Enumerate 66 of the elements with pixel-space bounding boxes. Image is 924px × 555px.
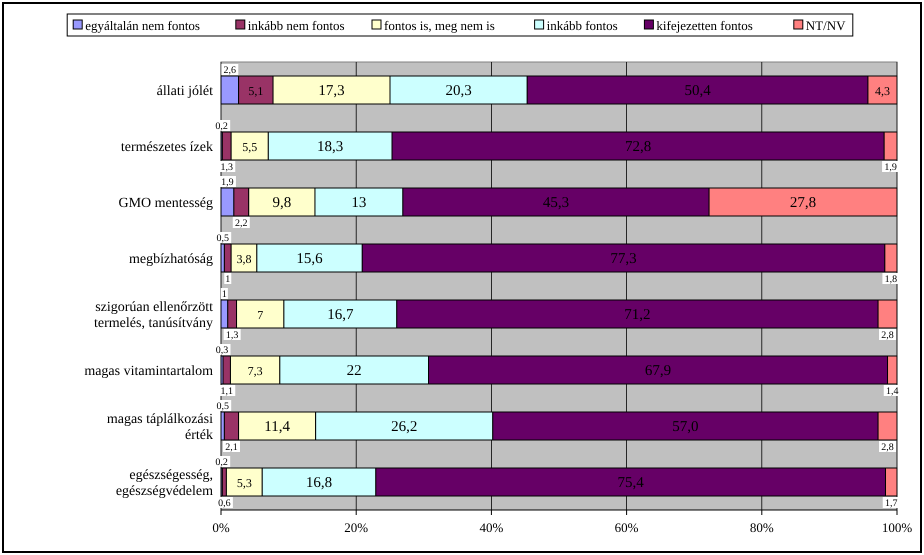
data-label: 1,4	[886, 386, 899, 397]
data-label: 26,2	[391, 419, 418, 435]
data-label: 27,8	[790, 195, 816, 211]
legend-label: kifejezetten fontos	[656, 18, 753, 33]
data-label: 0,5	[216, 401, 229, 412]
data-label: 2,1	[225, 442, 238, 453]
legend-label: inkább fontos	[546, 18, 618, 33]
data-label: 3,8	[236, 252, 252, 266]
data-label: 13	[351, 195, 366, 211]
data-label: 20,3	[445, 83, 472, 99]
y-tick-label: magas vitamintartalom	[84, 364, 214, 379]
x-tick-label: 80%	[750, 520, 774, 535]
data-label: 0,3	[216, 345, 228, 356]
data-label: 5,3	[236, 476, 252, 490]
data-label: 77,3	[610, 251, 637, 267]
data-label: 7,3	[248, 364, 263, 378]
y-tick-label: GMO mentesség	[118, 196, 213, 211]
x-tick-label: 20%	[344, 520, 368, 535]
y-tick-label: szigorúan ellenőrzött termelés, tanúsítvány	[94, 300, 214, 331]
data-label: 67,9	[644, 363, 672, 379]
data-label: 0,2	[215, 121, 228, 132]
data-label: 1,3	[220, 162, 233, 173]
data-label: 16,8	[306, 475, 332, 491]
data-label: 7	[257, 308, 264, 322]
data-label: 0,2	[215, 457, 228, 468]
x-tick-label: 40%	[479, 520, 504, 535]
data-label: 2,6	[224, 65, 236, 76]
data-label: 2,2	[235, 218, 248, 229]
x-tick-label: 60%	[614, 520, 639, 535]
data-label: 72,8	[624, 139, 652, 155]
data-label: 1,3	[226, 330, 238, 341]
data-label: 2,8	[881, 442, 894, 453]
x-tick-label: 0%	[212, 520, 230, 535]
data-label: 15,6	[296, 251, 324, 267]
data-label: 2,8	[881, 330, 894, 341]
data-label: 5,5	[242, 140, 258, 154]
data-label: 5,1	[248, 84, 264, 98]
legend-label: NT/NV	[806, 18, 846, 33]
data-label: 1,9	[221, 177, 234, 188]
data-label: 45,3	[542, 195, 570, 211]
data-label: 18,3	[317, 139, 344, 155]
data-label: 50,4	[684, 83, 712, 99]
y-tick-label: megbízhatóság	[129, 252, 213, 267]
legend-label: inkább nem fontos	[248, 18, 345, 33]
data-label: 9,8	[272, 195, 292, 211]
data-label: 1,7	[885, 498, 898, 509]
data-label: 0,5	[216, 233, 229, 244]
y-tick-label: állati jólét	[156, 84, 214, 99]
legend-label: fontos is, meg nem is	[384, 18, 495, 33]
data-label: 1,9	[884, 162, 897, 173]
data-label: 16,7	[327, 307, 354, 323]
legend-label: egyáltalán nem fontos	[85, 18, 200, 33]
y-tick-label: magas táplálkozási érték	[106, 412, 214, 443]
data-label: 11,4	[264, 419, 290, 435]
data-label: 22	[346, 363, 362, 379]
data-label: 1,1	[220, 386, 233, 397]
y-tick-label: egészségesség, egészségvédelem	[116, 468, 214, 499]
y-tick-label: természetes ízek	[120, 140, 213, 155]
x-tick-label: 100%	[882, 520, 912, 535]
data-label: 57,0	[672, 419, 699, 435]
data-label: 17,3	[318, 83, 345, 99]
data-label: 0,6	[218, 498, 231, 509]
data-label: 75,4	[618, 475, 644, 491]
data-label: 71,2	[624, 307, 651, 323]
data-label: 1,8	[884, 274, 898, 285]
data-label: 4,3	[874, 84, 890, 98]
